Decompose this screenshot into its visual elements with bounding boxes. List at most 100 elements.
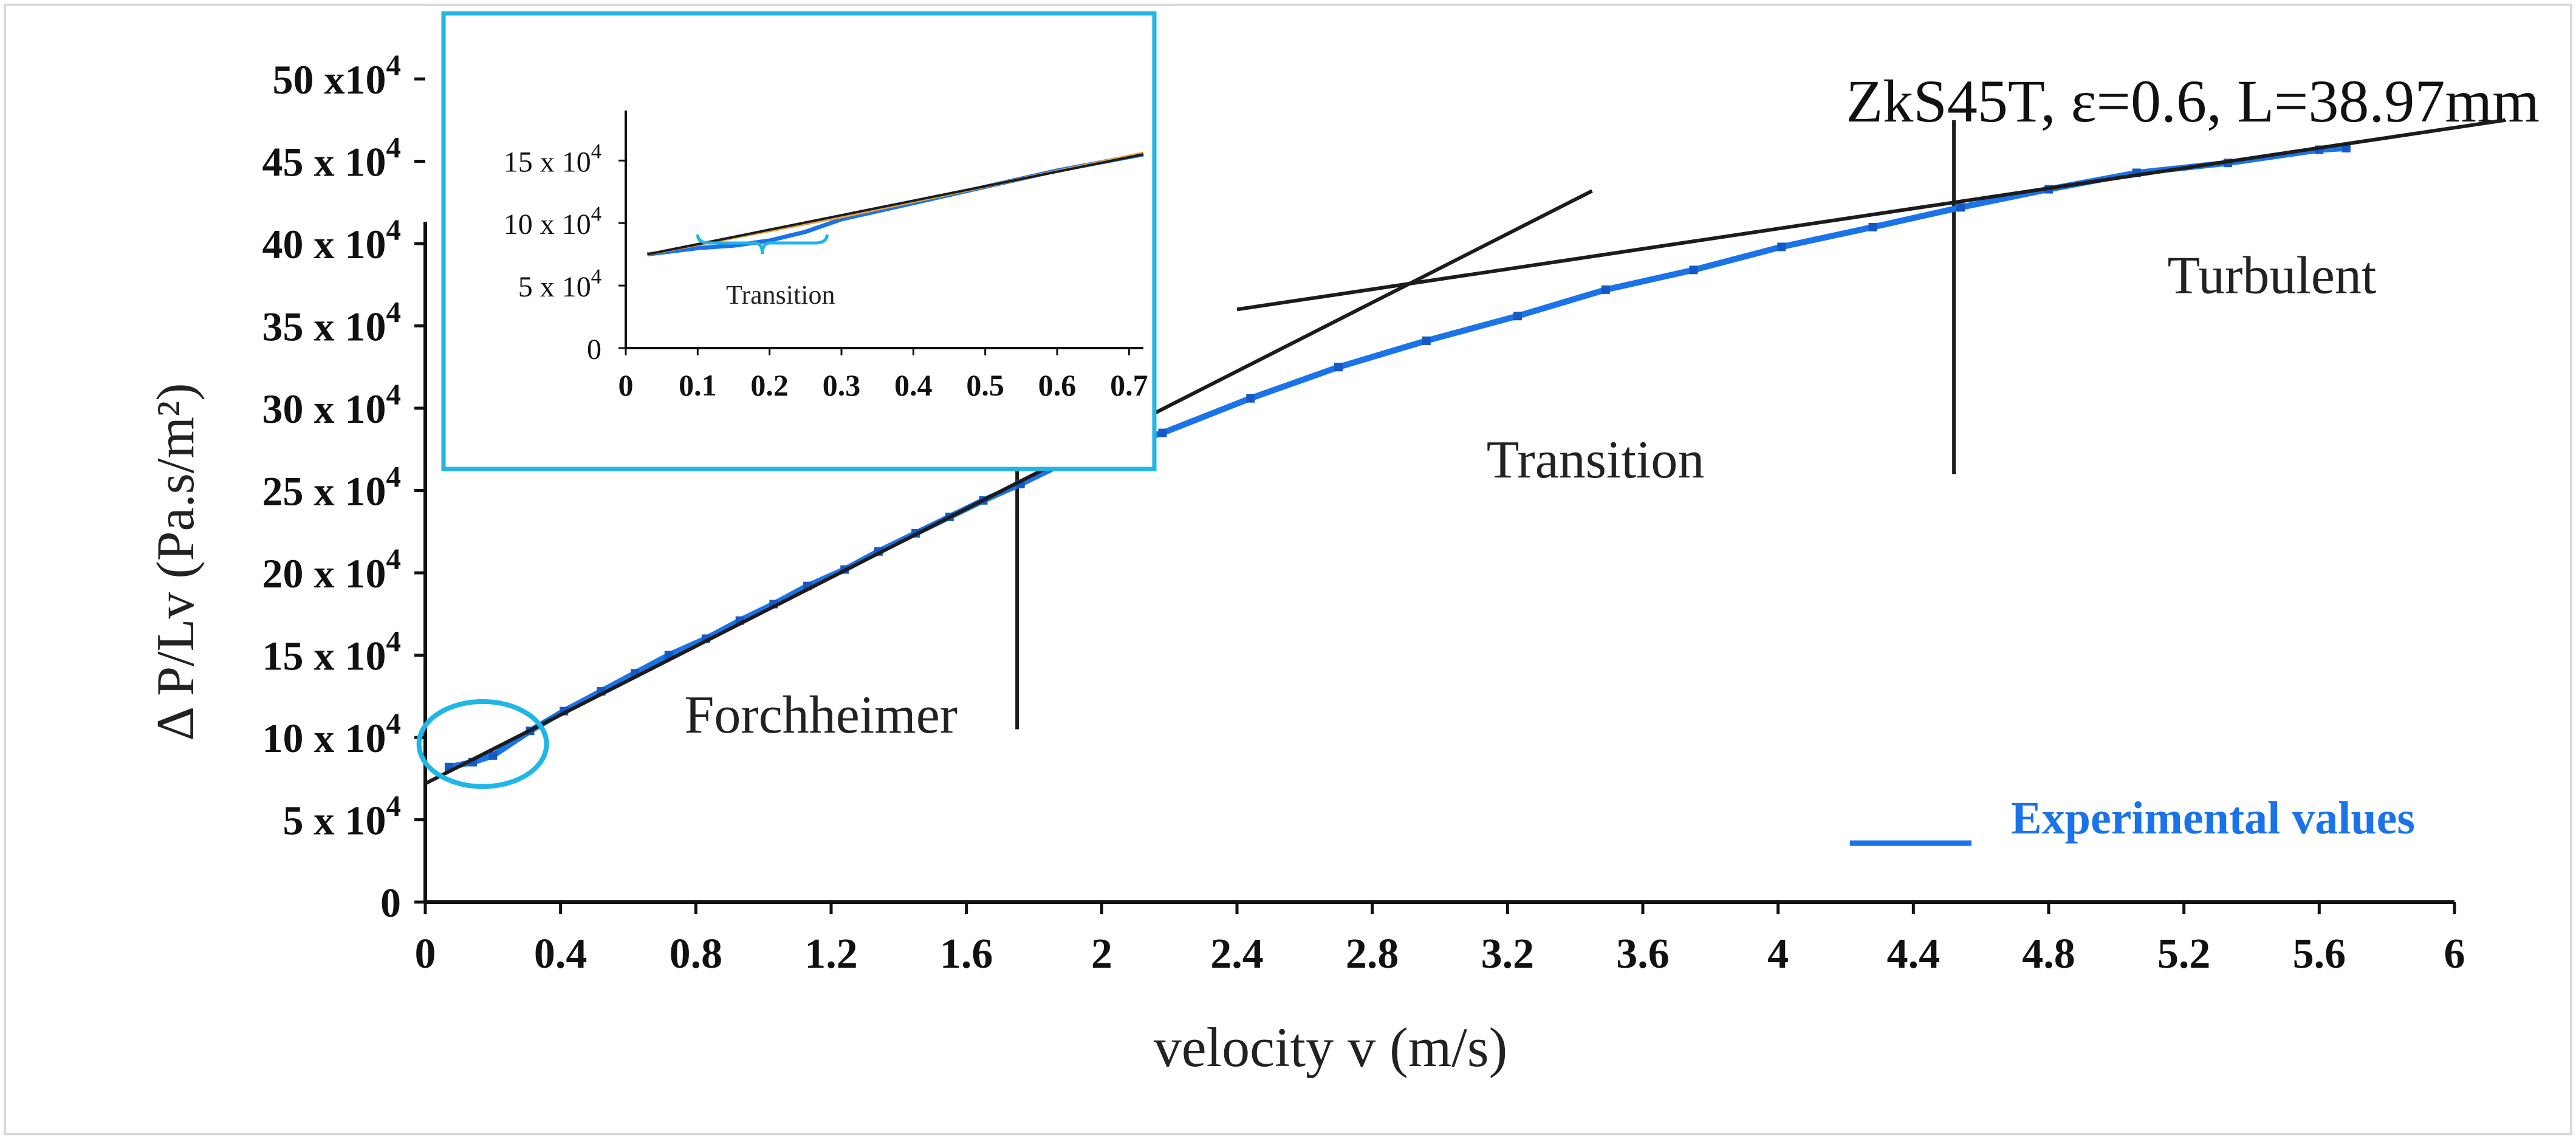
inset-y-tick-label: 5 x 104 xyxy=(518,265,601,304)
legend-label: Experimental values xyxy=(2011,793,2415,844)
main-plot-area: Forchheimer Transition Turbulent xyxy=(416,118,2506,789)
y-tick-label-exponent: 4 xyxy=(386,460,401,493)
y-tick-label: 50 x104 xyxy=(273,48,401,103)
x-tick-label: 2.4 xyxy=(1210,931,1264,977)
y-tick-label: 15 x 104 xyxy=(262,624,401,679)
y-tick-label: 40 x 104 xyxy=(262,213,401,267)
data-point xyxy=(488,751,498,760)
low-velocity-region xyxy=(416,699,549,789)
y-tick-label-exponent: 4 xyxy=(386,624,401,658)
data-point xyxy=(1158,428,1167,437)
data-point xyxy=(1601,285,1610,294)
main-chart: ZkS45T, ε=0.6, L=38.97mm 0 0.4 0.8 1.2 1.6 2 2… xyxy=(146,48,2540,1078)
main-axes xyxy=(423,222,2454,904)
x-tick-label: 0.4 xyxy=(534,931,587,977)
inset-y-tick-label: 10 x 104 xyxy=(504,203,601,241)
legend: Experimental values xyxy=(1850,793,2415,846)
inset-y-tick-label-base: 0 xyxy=(587,333,601,366)
data-point xyxy=(1689,265,1698,275)
inset-y-tick-label-base: 10 x 10 xyxy=(504,208,591,241)
inset-fit xyxy=(647,153,1144,256)
forchheimer-fit xyxy=(424,189,1593,785)
y-tick-label: 30 x 104 xyxy=(262,377,401,432)
data-point xyxy=(1334,363,1343,372)
x-tick-label: 0 xyxy=(415,931,436,977)
chart-title: ZkS45T, ε=0.6, L=38.97mm xyxy=(1846,67,2540,135)
y-tick-label-base: 50 x10 xyxy=(273,56,386,103)
inset-transition-label: Transition xyxy=(726,280,835,310)
region-label-forchheimer: Forchheimer xyxy=(684,686,957,745)
inset-transition-brace xyxy=(696,234,829,255)
y-tick-label: 5 x 104 xyxy=(283,789,401,844)
data-point xyxy=(1868,222,1877,231)
inset-y-tick-label-base: 15 x 10 xyxy=(504,146,591,178)
x-tick-label: 4 xyxy=(1767,931,1789,977)
turbulent-fit xyxy=(1236,118,2506,312)
x-tick-label: 2.8 xyxy=(1346,931,1399,977)
inset-x-tick-label: 0.4 xyxy=(894,368,933,402)
inset-y-tick-label-exponent: 4 xyxy=(591,265,601,289)
x-tick-label: 3.6 xyxy=(1616,931,1670,977)
y-tick-label: 45 x 104 xyxy=(262,131,401,185)
region-label-transition: Transition xyxy=(1487,431,1705,490)
y-tick-label: 25 x 104 xyxy=(262,460,401,515)
y-tick-label-exponent: 4 xyxy=(386,213,401,246)
y-tick-label-exponent: 4 xyxy=(386,789,401,823)
region-label-turbulent: Turbulent xyxy=(2167,246,2376,305)
y-tick-label-base: 5 x 10 xyxy=(283,798,386,844)
data-point xyxy=(1956,203,1965,212)
x-axis-label: velocity v (m/s) xyxy=(1154,1016,1508,1078)
y-tick-label-exponent: 4 xyxy=(386,706,401,740)
inset-x-tick-label: 0.2 xyxy=(750,368,789,402)
outer-frame xyxy=(4,4,2572,1135)
x-tick-label: 1.6 xyxy=(940,931,993,977)
inset-x-tick-label: 0.5 xyxy=(966,368,1004,402)
y-tick-label-base: 15 x 10 xyxy=(262,633,386,679)
inset-x-tick-label: 0.3 xyxy=(823,368,861,402)
y-tick-label: 20 x 104 xyxy=(262,542,401,597)
y-tick-label-base: 20 x 10 xyxy=(262,550,386,597)
y-tick-label-exponent: 4 xyxy=(386,542,401,575)
inset-x-axis-ticks: 0 0.1 0.2 0.3 0.4 0.5 0.6 0.7 xyxy=(618,348,1148,402)
x-tick-label: 5.6 xyxy=(2293,931,2346,977)
y-tick-label-exponent: 4 xyxy=(386,377,401,411)
y-tick-label-base: 40 x 10 xyxy=(262,221,386,267)
x-tick-label: 4.8 xyxy=(2022,931,2075,977)
inset-x-tick-label: 0.1 xyxy=(679,368,717,402)
data-point xyxy=(1246,394,1255,403)
y-tick-label-base: 45 x 10 xyxy=(262,139,386,185)
inset-x-tick-label: 0.7 xyxy=(1110,368,1148,402)
inset-y-tick-label-base: 5 x 10 xyxy=(518,271,591,303)
y-tick-label-exponent: 4 xyxy=(386,131,401,164)
inset-y-tick-label: 0 xyxy=(587,333,601,366)
x-tick-label: 0.8 xyxy=(670,931,723,977)
y-tick-label-base: 30 x 10 xyxy=(262,386,386,432)
inset-x-tick-label: 0.6 xyxy=(1038,368,1077,402)
data-point xyxy=(1422,336,1431,345)
y-tick-label: 10 x 104 xyxy=(262,706,401,761)
y-axis-label: Δ P/Lv (Pa.s/m²) xyxy=(146,383,205,741)
inset-y-tick-label-exponent: 4 xyxy=(591,203,601,226)
inset-y-tick-label: 15 x 104 xyxy=(504,140,601,179)
x-axis-ticks: 0 0.4 0.8 1.2 1.6 2 2.4 2.8 3.2 3.6 4 4.4 4.8 5.2 5.6 6 xyxy=(415,902,2465,977)
data-point xyxy=(1777,242,1786,251)
inset-y-tick-label-exponent: 4 xyxy=(591,140,601,163)
x-tick-label: 1.2 xyxy=(804,931,858,977)
y-tick-label-exponent: 4 xyxy=(386,295,401,329)
inset-x-tick-label: 0 xyxy=(618,368,634,402)
data-point xyxy=(1513,312,1523,321)
inset-frame xyxy=(441,11,1157,471)
y-tick-label-base: 25 x 10 xyxy=(262,468,386,515)
y-tick-label: 0 xyxy=(380,880,401,926)
y-tick-label-exponent: 4 xyxy=(386,48,401,81)
inset-plot-area: Transition xyxy=(647,151,1144,310)
x-tick-label: 2 xyxy=(1091,931,1112,977)
x-tick-label: 4.4 xyxy=(1887,931,1941,977)
y-tick-label-base: 10 x 10 xyxy=(262,715,386,761)
y-tick-label: 35 x 104 xyxy=(262,295,401,350)
